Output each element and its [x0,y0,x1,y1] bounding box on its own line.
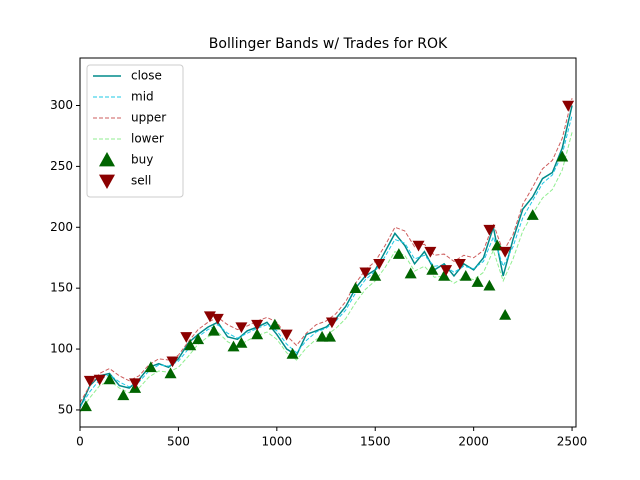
y-tick-label: 300 [50,98,73,112]
x-tick-label: 2500 [557,435,588,449]
trade-marker [227,340,240,352]
x-tick-label: 2000 [458,435,489,449]
trade-marker [404,267,417,279]
axes-frame [79,57,577,428]
trade-marker [251,328,264,340]
x-tick-label: 1000 [262,435,293,449]
legend-label: sell [131,174,151,188]
legend-marker [99,152,115,167]
trade-marker [144,361,157,373]
trade-marker [93,374,106,386]
trade-marker [103,373,116,385]
trade-marker [499,246,512,258]
legend-marker [99,174,115,189]
trade-marker [499,308,512,320]
trade-marker [453,259,466,270]
trade-marker [184,339,197,351]
trade-marker [483,279,496,291]
trade-marker [286,347,299,359]
y-tick-label: 250 [50,159,73,173]
legend-label: upper [131,111,166,125]
trade-marker [280,329,293,341]
trade-marker [325,317,338,329]
y-tick-label: 50 [58,402,73,416]
trade-marker [526,209,539,220]
trade-marker [369,269,382,281]
trade-marker [323,330,336,342]
trade-marker [316,330,329,342]
trade-marker [83,375,96,387]
trade-marker [556,150,569,162]
trade-marker [426,263,439,275]
x-tick-label: 1500 [360,435,391,449]
series-line [80,132,573,413]
y-tick-label: 100 [50,342,73,356]
trade-marker [235,322,248,334]
trade-marker [207,324,220,336]
y-tick-label: 150 [50,281,73,295]
trade-marker [483,224,496,236]
trade-marker [438,269,451,281]
legend-label: lower [131,132,164,146]
trade-marker [251,319,264,331]
trade-marker [164,367,177,379]
series-line [80,115,573,408]
trade-marker [471,276,484,287]
y-tick-label: 200 [50,220,73,234]
x-tick-label: 0 [76,435,84,449]
trade-marker [166,356,179,368]
trade-marker [424,246,437,258]
trade-marker [459,269,472,281]
trade-marker [440,265,453,276]
trade-marker [359,267,372,279]
chart-title: Bollinger Bands w/ Trades for ROK [209,36,448,52]
trade-marker [349,282,362,293]
legend-label: close [131,69,162,83]
legend-label: buy [131,153,153,167]
trade-marker [235,336,248,348]
trade-marker [412,240,425,252]
trade-marker [268,318,281,330]
trade-marker [117,389,130,401]
x-tick-label: 500 [167,435,190,449]
trade-marker [392,248,405,259]
trade-marker [129,378,142,390]
trade-marker [211,313,224,325]
trade-marker [180,332,193,343]
trade-marker [373,259,386,270]
plot-area [80,98,575,413]
legend-label: mid [131,90,154,104]
trade-marker [80,400,92,412]
trade-marker [192,333,205,345]
trade-marker [562,100,575,112]
